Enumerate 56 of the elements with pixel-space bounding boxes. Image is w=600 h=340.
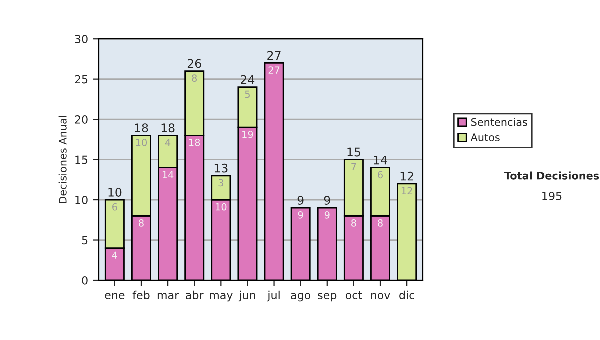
legend-label: Autos <box>470 134 500 142</box>
x-tick-label: feb <box>132 290 150 300</box>
data-label: 5 <box>245 90 250 98</box>
data-label: 6 <box>112 203 118 211</box>
total-label: 13 <box>214 164 228 173</box>
total-label: 12 <box>400 172 414 181</box>
total-label: 10 <box>108 188 122 197</box>
y-tick-label: 0 <box>82 276 88 285</box>
data-label: 7 <box>352 163 356 170</box>
x-tick-label: abr <box>186 290 204 300</box>
data-label: 12 <box>402 187 412 195</box>
y-tick-label: 5 <box>82 236 88 245</box>
x-tick-label: nov <box>371 293 390 300</box>
x-tick-label: may <box>210 293 233 302</box>
data-label: 6 <box>378 171 383 179</box>
y-axis-title: Decisiones Anual <box>58 116 67 204</box>
data-label: 8 <box>352 220 356 227</box>
data-label: 18 <box>189 139 200 146</box>
data-label: 3 <box>218 179 224 187</box>
total-label: 27 <box>268 51 281 60</box>
x-tick-label: jun <box>238 290 256 302</box>
text: Total Decisiones <box>504 172 600 180</box>
data-label: 10 <box>216 203 227 211</box>
x-tick-label: oct <box>346 292 362 300</box>
total-label: 26 <box>188 59 202 68</box>
total-label: 18 <box>162 124 175 133</box>
total-label: 9 <box>324 196 330 205</box>
data-label: 8 <box>378 220 383 227</box>
total-label: 14 <box>374 156 388 165</box>
data-label: 10 <box>136 139 148 146</box>
data-label: 4 <box>165 139 171 146</box>
y-tick-label: 25 <box>75 75 88 84</box>
y-tick-label: 30 <box>75 35 88 44</box>
total-label: 9 <box>298 196 304 205</box>
data-label: 8 <box>192 74 198 82</box>
data-label: 19 <box>242 131 254 138</box>
data-label: 4 <box>112 252 118 259</box>
y-tick-label: 20 <box>75 116 88 124</box>
legend-label: Sentencias <box>471 118 528 126</box>
data-label: 8 <box>139 220 144 227</box>
x-tick-label: mar <box>158 293 180 300</box>
data-label: 9 <box>298 211 304 219</box>
x-tick-label: dic <box>400 290 414 300</box>
y-tick-label: 15 <box>76 156 88 164</box>
total-label: 15 <box>348 148 360 157</box>
y-tick-label: 10 <box>76 196 88 204</box>
x-tick-label: jul <box>267 290 280 302</box>
data-label: 14 <box>162 171 174 178</box>
total-label: 18 <box>135 124 148 133</box>
x-tick-label: sep <box>318 293 337 302</box>
data-label: 9 <box>324 211 330 219</box>
x-tick-label: ene <box>105 293 125 300</box>
data-label: 27 <box>268 66 280 74</box>
x-tick-label: ago <box>291 293 311 302</box>
text: 195 <box>542 192 562 200</box>
total-label: 24 <box>241 75 255 84</box>
